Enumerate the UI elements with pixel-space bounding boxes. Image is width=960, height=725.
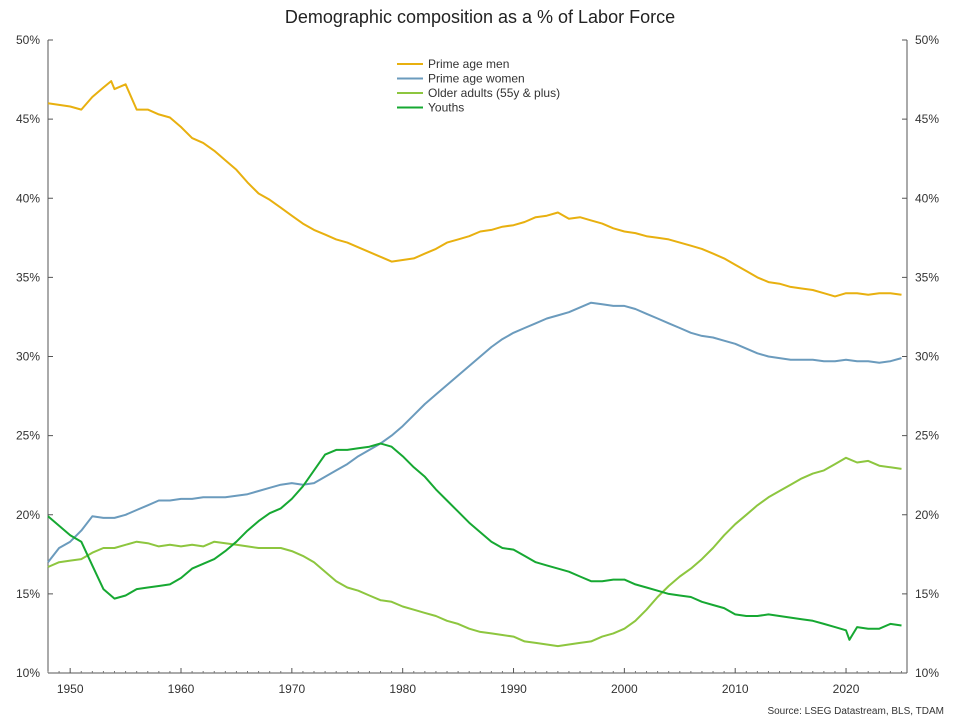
series-line-1 (47, 80, 902, 298)
axes: 10% 10% 15% 15% 20% 20% 25% 25% 30% 30% 35% 35% 40% 4… (16, 33, 939, 696)
series-lines (47, 80, 902, 648)
y-tick-label-right: 10% (915, 666, 939, 680)
y-tick-label-right: 35% (915, 270, 939, 284)
source-note: Source: LSEG Datastream, BLS, TDAM (767, 706, 944, 717)
x-tick-label: 1960 (168, 682, 195, 696)
x-tick-label: 1980 (389, 682, 416, 696)
chart-title: Demographic composition as a % of Labor … (285, 7, 675, 27)
y-tick-label-right: 45% (915, 112, 939, 126)
x-tick-label: 2000 (611, 682, 638, 696)
x-tick-label: 1950 (57, 682, 84, 696)
series-line-2 (47, 301, 902, 563)
y-tick-label-left: 35% (16, 270, 40, 284)
y-tick-label-left: 30% (16, 350, 40, 364)
y-tick-label-left: 10% (16, 666, 40, 680)
legend-label: Prime age women (428, 72, 525, 86)
y-tick-label-right: 30% (915, 350, 939, 364)
x-tick-label: 1990 (500, 682, 527, 696)
x-tick-label: 2020 (833, 682, 860, 696)
y-tick-label-left: 45% (16, 112, 40, 126)
legend-label: Prime age men (428, 57, 509, 71)
series-line-3 (47, 456, 902, 648)
y-tick-label-right: 50% (915, 33, 939, 47)
legend-label: Older adults (55y & plus) (428, 86, 560, 100)
x-tick-label: 2010 (722, 682, 749, 696)
y-tick-label-left: 40% (16, 191, 40, 205)
y-tick-label-right: 40% (915, 191, 939, 205)
y-tick-label-left: 20% (16, 508, 40, 522)
y-tick-label-right: 25% (915, 429, 939, 443)
y-tick-label-right: 15% (915, 587, 939, 601)
series-line-4 (47, 442, 902, 641)
legend-label: Youths (428, 101, 464, 115)
y-tick-label-left: 15% (16, 587, 40, 601)
y-tick-label-left: 25% (16, 429, 40, 443)
y-tick-label-right: 20% (915, 508, 939, 522)
y-tick-label-left: 50% (16, 33, 40, 47)
x-tick-label: 1970 (278, 682, 305, 696)
